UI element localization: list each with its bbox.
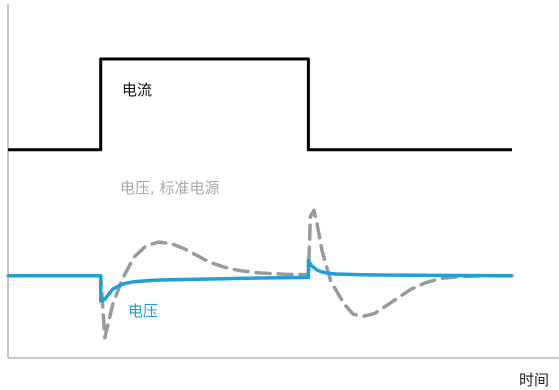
series-label-voltage-standard: 电压, 标准电源 (120, 179, 220, 197)
x-axis-label: 时间 (519, 371, 549, 389)
current-line (8, 57, 512, 152)
series-label-current: 电流 (122, 81, 152, 99)
series-layer (6, 57, 514, 340)
voltage-line (8, 258, 513, 303)
series-label-voltage: 电压 (128, 302, 158, 320)
voltage-standard-line (6, 208, 514, 340)
